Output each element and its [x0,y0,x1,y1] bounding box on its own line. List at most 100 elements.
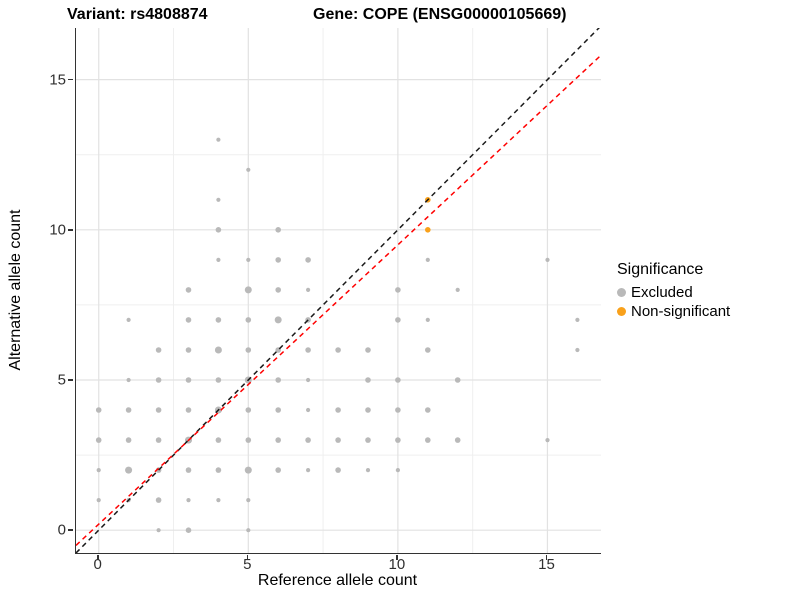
data-point-excluded [425,317,430,322]
data-point-excluded [365,347,371,353]
data-point-excluded [214,346,222,354]
data-point-excluded [185,407,192,413]
data-point-excluded [126,377,131,383]
data-point-excluded [246,528,251,533]
data-point-excluded [216,197,221,202]
data-point-excluded [575,347,580,353]
legend: Significance Excluded Non-significant [617,261,730,321]
x-tick-mark [545,555,548,560]
x-tick-label: 5 [243,556,252,573]
data-point-excluded [454,437,461,443]
y-tick-mark [68,379,73,381]
excluded-dot-icon [617,288,626,297]
data-point-excluded [155,497,162,503]
data-point-excluded [365,377,371,383]
data-point-excluded [215,377,222,383]
x-tick-mark [396,555,398,560]
data-point-excluded [305,437,311,443]
data-point-excluded [395,317,401,323]
data-point-excluded [126,317,131,322]
data-point-excluded [306,377,311,383]
data-point-excluded [275,467,281,473]
data-point-excluded [244,466,252,474]
fit-line [76,54,601,546]
data-point-excluded [245,347,252,353]
data-point-excluded [335,467,341,473]
data-point-excluded [275,377,281,383]
data-point-excluded [545,257,550,262]
data-point-excluded [275,227,281,233]
data-point-excluded [186,498,191,503]
data-point-excluded [246,257,251,262]
plot-svg [76,28,601,553]
data-point-excluded [246,167,251,172]
data-point-excluded [425,407,431,413]
plot-panel [75,28,601,554]
data-point-excluded [455,287,460,292]
x-tick-label: 15 [538,556,555,573]
data-point-excluded [244,286,252,294]
data-point-excluded [156,528,161,533]
data-point-excluded [215,227,222,233]
data-point-excluded [245,437,252,443]
data-point-excluded [395,468,400,473]
data-point-excluded [215,437,222,443]
data-point-excluded [245,317,252,323]
identity-line [76,28,600,553]
data-point-excluded [185,527,192,533]
data-point-excluded [185,347,192,353]
data-point-excluded [155,377,162,383]
data-point-excluded [305,347,311,353]
data-point-excluded [215,317,222,323]
data-point-excluded [96,498,101,503]
data-point-excluded [245,407,252,413]
data-point-excluded [96,468,101,473]
data-point-excluded [185,317,192,323]
data-point-excluded [395,437,401,443]
y-tick-mark [68,229,73,231]
data-point-excluded [365,468,371,473]
data-point-excluded [335,437,341,443]
x-tick-label: 10 [388,556,406,573]
x-tick-label: 0 [93,556,102,573]
data-point-excluded [246,498,251,503]
gene-title: Gene: COPE (ENSG00000105669) [313,6,567,23]
data-point-excluded [454,377,461,383]
data-point-excluded [306,287,311,292]
data-point-excluded [185,467,192,473]
data-point-excluded [155,347,162,353]
data-point-excluded [306,468,311,473]
data-point-excluded [425,347,431,353]
y-tick-label: 5 [57,371,66,389]
data-point-excluded [155,437,162,443]
data-point-excluded [275,407,281,413]
data-point-excluded [545,438,550,443]
data-point-excluded [306,407,311,413]
data-point-excluded [335,407,341,413]
data-point-excluded [125,407,132,413]
data-point-excluded [425,257,430,262]
data-point-excluded [216,137,221,142]
x-axis-title: Reference allele count [257,572,418,589]
data-point-excluded [95,407,102,413]
data-point-excluded [575,317,580,322]
data-point-non-significant [425,227,431,233]
data-point-excluded [185,287,192,293]
data-point-excluded [216,257,221,262]
x-tick-mark [246,555,249,560]
legend-item-nonsignificant: Non-significant [617,302,730,321]
data-point-excluded [395,377,401,383]
data-point-excluded [185,377,192,383]
data-point-excluded [275,287,281,293]
y-tick-label: 10 [49,221,66,239]
data-point-excluded [125,466,133,474]
data-point-excluded [365,407,371,413]
data-point-excluded [95,437,102,443]
legend-item-excluded: Excluded [617,283,730,302]
data-point-excluded [155,407,162,413]
data-point-excluded [365,437,371,443]
y-tick-label: 0 [57,521,66,539]
y-tick-label: 15 [49,71,66,89]
data-point-excluded [335,347,341,353]
